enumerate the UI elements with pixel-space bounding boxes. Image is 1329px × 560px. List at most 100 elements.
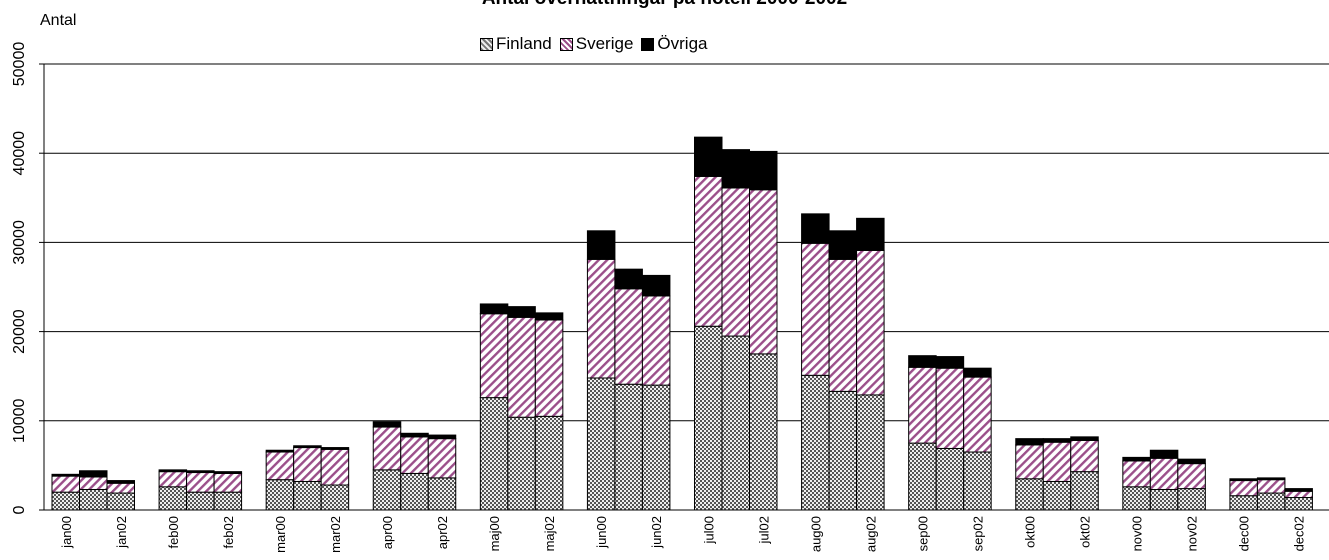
- bar-ovriga-apr01: [400, 432, 429, 438]
- bar-ovriga-okt00: [1015, 438, 1044, 446]
- bar-finland-feb00: [158, 486, 188, 511]
- bar-finland-jan02: [106, 492, 135, 511]
- grid: [44, 63, 1329, 422]
- bar-ovriga-feb00: [158, 469, 188, 473]
- chart-title: Antal övernattningar på hotell 2000-2002: [0, 0, 1329, 10]
- x-tick-label-aug02: aug02: [863, 516, 878, 552]
- x-tick-label-dec02: dec02: [1292, 516, 1307, 551]
- legend-label-sverige: Sverige: [575, 34, 634, 53]
- bar-sverige-okt00: [1015, 444, 1044, 480]
- bar-finland-apr00: [372, 469, 402, 511]
- bar-finland-nov02: [1177, 488, 1206, 511]
- bar-finland-maj02: [534, 415, 564, 511]
- bar-ovriga-sep01: [935, 356, 965, 369]
- bar-ovriga-mar02: [320, 447, 350, 450]
- x-tick-label-nov00: nov00: [1130, 516, 1145, 551]
- legend: Finland Sverige Övriga: [480, 34, 707, 54]
- legend-item-sverige: Sverige: [559, 34, 634, 54]
- x-tick-label-aug00: aug00: [808, 516, 823, 552]
- legend-label-finland: Finland: [496, 34, 552, 53]
- bar-sverige-mar01: [293, 447, 322, 482]
- legend-item-ovriga: Övriga: [641, 34, 707, 54]
- bar-ovriga-dec00: [1229, 478, 1258, 482]
- bar-ovriga-nov00: [1122, 456, 1151, 462]
- x-tick-label-mar02: mar02: [328, 516, 343, 553]
- x-tick-label-okt02: okt02: [1078, 516, 1093, 548]
- bar-sverige-apr00: [372, 426, 402, 471]
- bar-sverige-apr01: [400, 436, 429, 474]
- bar-sverige-feb02: [213, 472, 243, 493]
- x-tick-label-apr00: apr00: [380, 516, 395, 549]
- bar-ovriga-jun02: [641, 274, 671, 297]
- bar-sverige-maj00: [479, 313, 509, 399]
- x-tick-label-jan00: jan00: [59, 516, 74, 549]
- bar-finland-jun00: [586, 377, 616, 511]
- x-tick-label-apr02: apr02: [435, 516, 450, 549]
- bar-sverige-jan00: [51, 475, 80, 493]
- bar-ovriga-okt01: [1042, 438, 1072, 443]
- bar-ovriga-apr00: [372, 421, 402, 428]
- bar-ovriga-jan01: [79, 470, 108, 478]
- bar-sverige-okt01: [1042, 441, 1072, 482]
- bar-finland-feb02: [213, 491, 243, 511]
- bar-sverige-jan02: [106, 482, 135, 494]
- bar-sverige-jul00: [694, 175, 723, 327]
- bar-finland-dec01: [1256, 492, 1286, 511]
- bar-finland-feb01: [186, 491, 215, 511]
- bar-ovriga-maj01: [507, 306, 536, 318]
- legend-swatch-finland: [480, 37, 493, 51]
- bar-finland-nov00: [1122, 486, 1151, 511]
- x-tick-label-maj02: maj02: [542, 516, 557, 551]
- bar-ovriga-jun00: [586, 230, 616, 260]
- bar-finland-okt02: [1070, 471, 1099, 511]
- bar-ovriga-nov02: [1177, 458, 1206, 465]
- bar-ovriga-aug00: [801, 213, 830, 244]
- bar-ovriga-feb02: [213, 471, 243, 474]
- bar-ovriga-jan00: [51, 473, 80, 477]
- y-tick-label: 0: [11, 505, 28, 514]
- y-tick-label: 30000: [11, 220, 28, 265]
- bar-sverige-apr02: [427, 438, 457, 479]
- bar-finland-jul01: [721, 335, 750, 511]
- bar-sverige-mar02: [320, 448, 350, 486]
- bar-sverige-jul02: [749, 189, 778, 355]
- legend-swatch-sverige: [559, 37, 573, 51]
- bar-sverige-jun01: [614, 288, 643, 385]
- bar-finland-jun01: [614, 383, 643, 511]
- bar-ovriga-mar00: [265, 449, 295, 453]
- bar-sverige-aug02: [856, 249, 885, 396]
- bar-finland-maj00: [479, 397, 509, 511]
- x-tick-label-maj00: maj00: [487, 516, 502, 551]
- bar-ovriga-jan02: [106, 480, 135, 484]
- bar-finland-jan00: [51, 491, 80, 511]
- bar-sverige-sep02: [963, 376, 992, 453]
- bar-ovriga-apr02: [427, 434, 457, 440]
- y-tick-label: 50000: [11, 42, 28, 87]
- bar-sverige-feb00: [158, 471, 188, 488]
- bar-sverige-dec02: [1284, 490, 1313, 499]
- bar-finland-aug00: [801, 374, 830, 511]
- y-ticks: 0 10000 20000 30000 40000 50000: [11, 42, 44, 514]
- bar-sverige-sep00: [908, 366, 937, 444]
- bar-ovriga-jul00: [694, 136, 723, 177]
- legend-label-ovriga: Övriga: [657, 34, 708, 53]
- bar-sverige-nov02: [1177, 463, 1206, 490]
- bar-ovriga-aug01: [828, 230, 858, 260]
- bar-finland-sep02: [963, 451, 992, 511]
- axes: [43, 64, 1329, 511]
- bar-sverige-maj01: [507, 316, 536, 418]
- x-tick-label-jul00: jul00: [701, 516, 716, 544]
- bar-ovriga-okt02: [1070, 436, 1099, 441]
- bar-ovriga-sep02: [963, 367, 992, 378]
- y-tick-label: 20000: [11, 309, 28, 354]
- bar-ovriga-jul02: [749, 150, 778, 191]
- bar-ovriga-nov01: [1149, 449, 1179, 459]
- x-ticks: jan00 jan02 feb00 feb02 mar00 mar02 apr00 apr02…: [59, 516, 1307, 553]
- x-tick-label-nov02: nov02: [1185, 516, 1200, 551]
- bar-sverige-jun00: [586, 258, 616, 379]
- x-tick-label-jul02: jul02: [756, 516, 771, 544]
- bar-sverige-dec00: [1229, 480, 1258, 497]
- bar-finland-dec02: [1284, 497, 1313, 511]
- x-tick-label-dec00: dec00: [1237, 516, 1252, 551]
